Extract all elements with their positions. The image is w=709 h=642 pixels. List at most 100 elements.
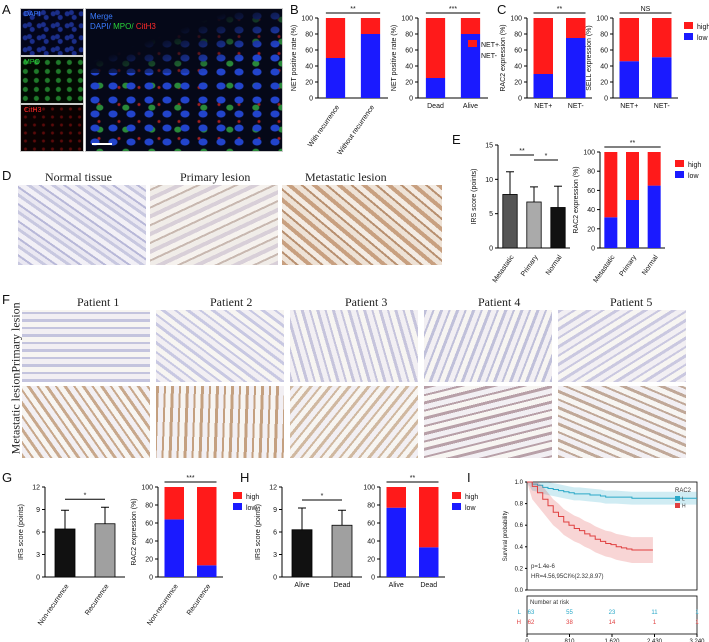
- patient-title-1: Patient 1: [77, 295, 120, 309]
- H2-ytick-label-2: 40: [367, 539, 375, 546]
- B2-ytick-label-3: 60: [405, 48, 413, 55]
- risk-table-frame: [526, 595, 698, 635]
- E2-bar-low-2: [647, 185, 661, 248]
- chart-H2: 0 20 40 60 80 100 Alive Dead ** high low: [363, 475, 478, 589]
- B1-ylabel: NET positive rate (%): [291, 25, 298, 91]
- ihc-image-primary-patient-4: [424, 310, 552, 382]
- ihc-image-primary-patient-3: [290, 310, 418, 382]
- G1-xlabel-0: Non-recurrence: [37, 583, 71, 627]
- chart-E2: 0 20 40 60 80 100 RAC2 expression (%) Metastati…: [573, 140, 701, 284]
- B2-xlabel-1: Alive: [463, 103, 478, 110]
- C2-bar-low-1: [652, 57, 672, 98]
- C1-sig-label: **: [557, 6, 563, 13]
- B2-ytick-label-1: 20: [405, 80, 413, 87]
- H1-xlabel-1: Dead: [334, 582, 351, 589]
- ihc-image-metastatic-patient-2: [156, 386, 284, 458]
- panel-label-e: E: [452, 132, 461, 147]
- E2-ytick-label-1: 20: [587, 226, 595, 233]
- G1-xlabel-1: Recurrence: [84, 583, 111, 617]
- G1-ytick-label-0: 0: [36, 575, 40, 582]
- C1-ytick-label-1: 20: [514, 80, 522, 87]
- B1-sig-label: **: [350, 6, 356, 13]
- B2-sig-label: ***: [449, 6, 457, 13]
- risk-value-H-2: 14: [609, 620, 616, 626]
- B2-legend-swatch-1: [468, 51, 477, 58]
- km-ytick-label-4: 0.8: [515, 502, 524, 508]
- chart-G1: 0 3 6 9 12 IRS score (points) Non-recurrence Re…: [18, 485, 125, 627]
- G2-ytick-label-4: 80: [145, 503, 153, 510]
- patient-title-2: Patient 2: [210, 295, 253, 309]
- G2-ytick-label-5: 100: [141, 485, 153, 492]
- B2-ytick-label-4: 80: [405, 32, 413, 39]
- E1-bar-1: [526, 201, 542, 249]
- G2-ytick-label-2: 40: [145, 539, 153, 546]
- ihc-title-primary: Primary lesion: [180, 170, 251, 184]
- B1-ytick-label-4: 80: [305, 32, 313, 39]
- G1-ytick-label-2: 6: [36, 530, 40, 537]
- C1-ytick-label-2: 40: [514, 64, 522, 71]
- C2-ytick-label-5: 100: [596, 16, 608, 23]
- panel-label-i: I: [467, 470, 471, 485]
- risk-value-L-2: 23: [609, 610, 616, 616]
- H2-legend-label-0: high: [465, 494, 478, 501]
- km-ytick-label-5: 1.0: [515, 480, 524, 486]
- B1-ytick-label-0: 0: [309, 96, 313, 103]
- H2-bar-low-1: [419, 547, 439, 577]
- G1-sig-label: *: [84, 492, 87, 499]
- G2-bar-high-0: [164, 487, 184, 520]
- G2-legend-swatch-0: [233, 492, 242, 499]
- ihc-image-normal: [18, 185, 146, 265]
- C2-ylabel: SELL expression (%): [586, 25, 593, 91]
- C1-ylabel: RAC2 expression (%): [500, 24, 507, 91]
- E2-ytick-label-2: 40: [587, 207, 595, 214]
- if-merge-channels: DAPI/ MPO/ CitH3: [90, 22, 156, 31]
- if-tile-mpo: MPO: [20, 56, 84, 104]
- C2-bar-high-1: [652, 18, 672, 58]
- H1-ytick-label-0: 0: [273, 575, 277, 582]
- risk-value-L-3: 11: [651, 610, 658, 616]
- if-merge-channel-dapi: DAPI/: [90, 22, 111, 31]
- B1-bar-high-1: [360, 18, 381, 34]
- G2-ytick-label-3: 60: [145, 521, 153, 528]
- if-merge-channel-cith3: CitH3: [135, 22, 156, 31]
- B1-ytick-label-1: 20: [305, 80, 313, 87]
- risk-value-L-1: 55: [566, 610, 573, 616]
- B1-bar-high-0: [325, 18, 346, 58]
- H1-ytick-label-4: 12: [269, 485, 277, 492]
- H2-ytick-label-3: 60: [367, 521, 375, 528]
- C2-ytick-label-2: 40: [600, 64, 608, 71]
- C2-sig-label: NS: [641, 6, 651, 13]
- G2-legend-label-0: high: [246, 494, 259, 501]
- patient-title-5: Patient 5: [610, 295, 653, 309]
- ihc-title-normal: Normal tissue: [45, 170, 112, 184]
- E2-sig-label: **: [630, 140, 636, 147]
- if-tile-dapi-label: DAPI: [24, 11, 41, 18]
- B2-ytick-label-2: 40: [405, 64, 413, 71]
- H1-sig-label: *: [321, 493, 324, 500]
- ihc-image-primary-patient-2: [156, 310, 284, 382]
- km-ytick-label-2: 0.4: [515, 545, 524, 551]
- panel-label-a: A: [2, 2, 11, 17]
- E2-ytick-label-5: 100: [583, 150, 595, 157]
- C1-ytick-label-0: 0: [518, 96, 522, 103]
- B2-legend-label-0: NET+: [481, 42, 499, 49]
- if-merge-channel-mpo: MPO/: [113, 22, 134, 31]
- H2-bar-high-0: [386, 487, 406, 508]
- H2-ytick-label-5: 100: [363, 485, 375, 492]
- C1-bar-low-0: [533, 74, 553, 98]
- B1-xlabel-1: Without recurrence: [336, 104, 376, 157]
- ihc-image-primary-patient-5: [558, 310, 686, 382]
- G1-ytick-label-1: 3: [36, 552, 40, 559]
- E2-bar-low-0: [604, 217, 618, 248]
- E2-legend-label-0: high: [688, 162, 701, 169]
- E1-ytick-label-1: 5: [489, 211, 493, 218]
- E2-xlabel-1: Primary: [619, 254, 639, 278]
- H2-xlabel-0: Alive: [389, 582, 404, 589]
- C2-bar-high-0: [619, 18, 639, 62]
- panel-label-d: D: [2, 168, 12, 183]
- E2-xlabel-2: Normal: [641, 254, 660, 277]
- B2-legend-swatch-0: [468, 40, 477, 47]
- E2-ytick-label-0: 0: [591, 246, 595, 253]
- C2-legend-label-0: high: [697, 24, 709, 31]
